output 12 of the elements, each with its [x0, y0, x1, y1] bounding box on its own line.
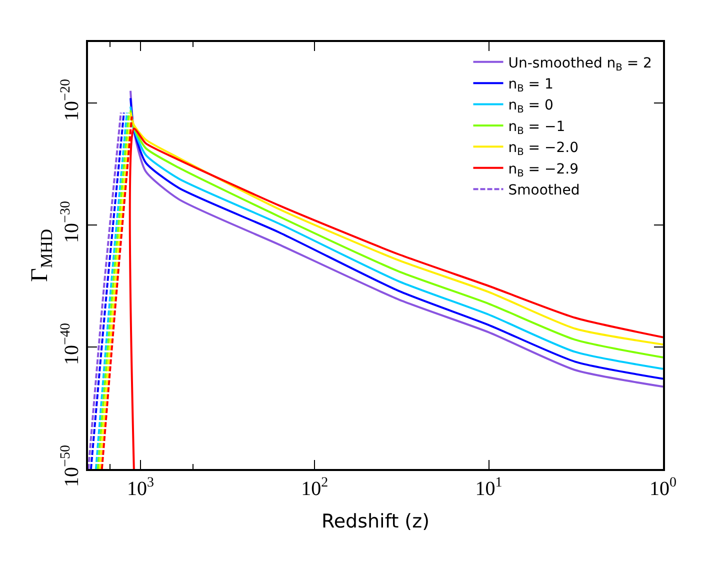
legend-label: n$_{B}$ = −2.0 — [508, 140, 578, 158]
legend-label: n$_{B}$ = −2.9 — [508, 161, 578, 180]
x-tick-label: 10$^{3}$ — [126, 476, 154, 500]
x-tick-label: 10$^{1}$ — [475, 476, 502, 500]
x-tick-label: 10$^{2}$ — [301, 476, 328, 500]
legend-label: n$_{B}$ = −1 — [508, 118, 566, 137]
legend-label: Un-smoothed n$_{B}$ = 2 — [508, 55, 652, 74]
legend-label: n$_{B}$ = 0 — [508, 98, 554, 116]
x-axis-title: Redshift (z) — [322, 510, 430, 532]
legend-label: Smoothed — [508, 182, 580, 199]
legend-label: n$_{B}$ = 1 — [508, 76, 554, 94]
x-tick-label: 10$^{0}$ — [650, 476, 676, 500]
